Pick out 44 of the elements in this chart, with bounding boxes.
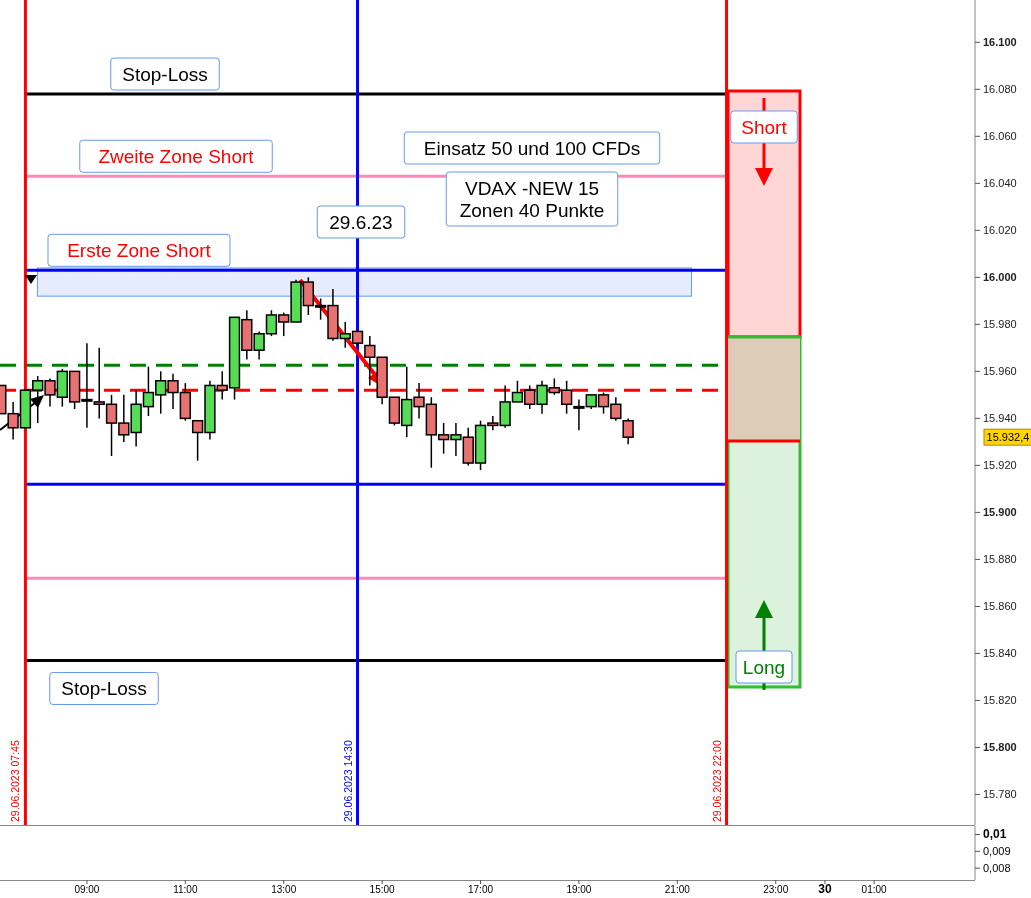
x-tick-label: 23:00 (763, 884, 789, 895)
y-tick-label: 16.060 (983, 130, 1017, 143)
x-tick-label: 17:00 (468, 884, 494, 895)
y-tick-label: 15.820 (983, 694, 1017, 707)
y-tick-label: 15.860 (983, 600, 1017, 613)
y-tick-label: 16.080 (983, 83, 1017, 96)
x-tick-label: 11:00 (173, 884, 198, 895)
x-tick-label: 01:00 (861, 884, 888, 895)
text: 15.932,4 (986, 431, 1030, 444)
x-tick-label: 21:00 (664, 884, 691, 895)
y-tick-label: 15.880 (983, 553, 1017, 566)
y-tick-label: 16.020 (983, 224, 1017, 237)
y-tick-label: 15.920 (983, 459, 1017, 472)
y-tick-label: 15.940 (983, 412, 1017, 425)
ref-line-label: Erste Zone Short (67, 240, 212, 262)
y-tick-label: 0,009 (983, 845, 1011, 858)
x-tick-label: 09:00 (74, 884, 100, 895)
y-tick-label: 15.980 (983, 318, 1017, 331)
annotation: Einsatz 50 und 100 CFDs (423, 138, 641, 159)
y-tick-label: 15.840 (983, 647, 1017, 660)
y-tick-label: 15.800 (983, 741, 1017, 754)
y-tick-label: 16.040 (983, 177, 1017, 190)
ref-line-label: 29.06.2023 14:30 (341, 740, 354, 822)
candlestick (622, 417, 634, 445)
x-tick-label: 13:00 (271, 884, 297, 895)
ref-line-label: Stop-Loss (122, 64, 208, 86)
ref-line-label: Stop-Loss (61, 678, 147, 700)
ref-line-label: 29.06.2023 22:00 (710, 740, 723, 822)
y-tick-label: 0,01 (983, 827, 1007, 842)
ref-line-label: 29.06.2023 07:45 (9, 740, 22, 822)
y-tick-label: 16.000 (983, 271, 1017, 284)
ref-line-label: Zweite Zone Short (98, 146, 255, 168)
y-tick-label: 15.780 (983, 788, 1017, 801)
x-tick-label: 19:00 (566, 884, 592, 895)
y-tick-label: 15.960 (983, 365, 1017, 378)
annotation: Long (742, 657, 786, 678)
annotation: Short (741, 117, 788, 138)
y-tick-label: 16.100 (983, 36, 1017, 49)
annotation: 29.6.23 (329, 212, 393, 233)
x-tick-label: 15:00 (369, 884, 396, 895)
y-tick-label: 15.900 (983, 506, 1017, 519)
annotation: VDAX -NEW 15 Zonen 40 Punkte (459, 178, 605, 221)
y-tick-label: 0,008 (983, 862, 1011, 875)
x-tick-label: 30 (818, 882, 832, 896)
